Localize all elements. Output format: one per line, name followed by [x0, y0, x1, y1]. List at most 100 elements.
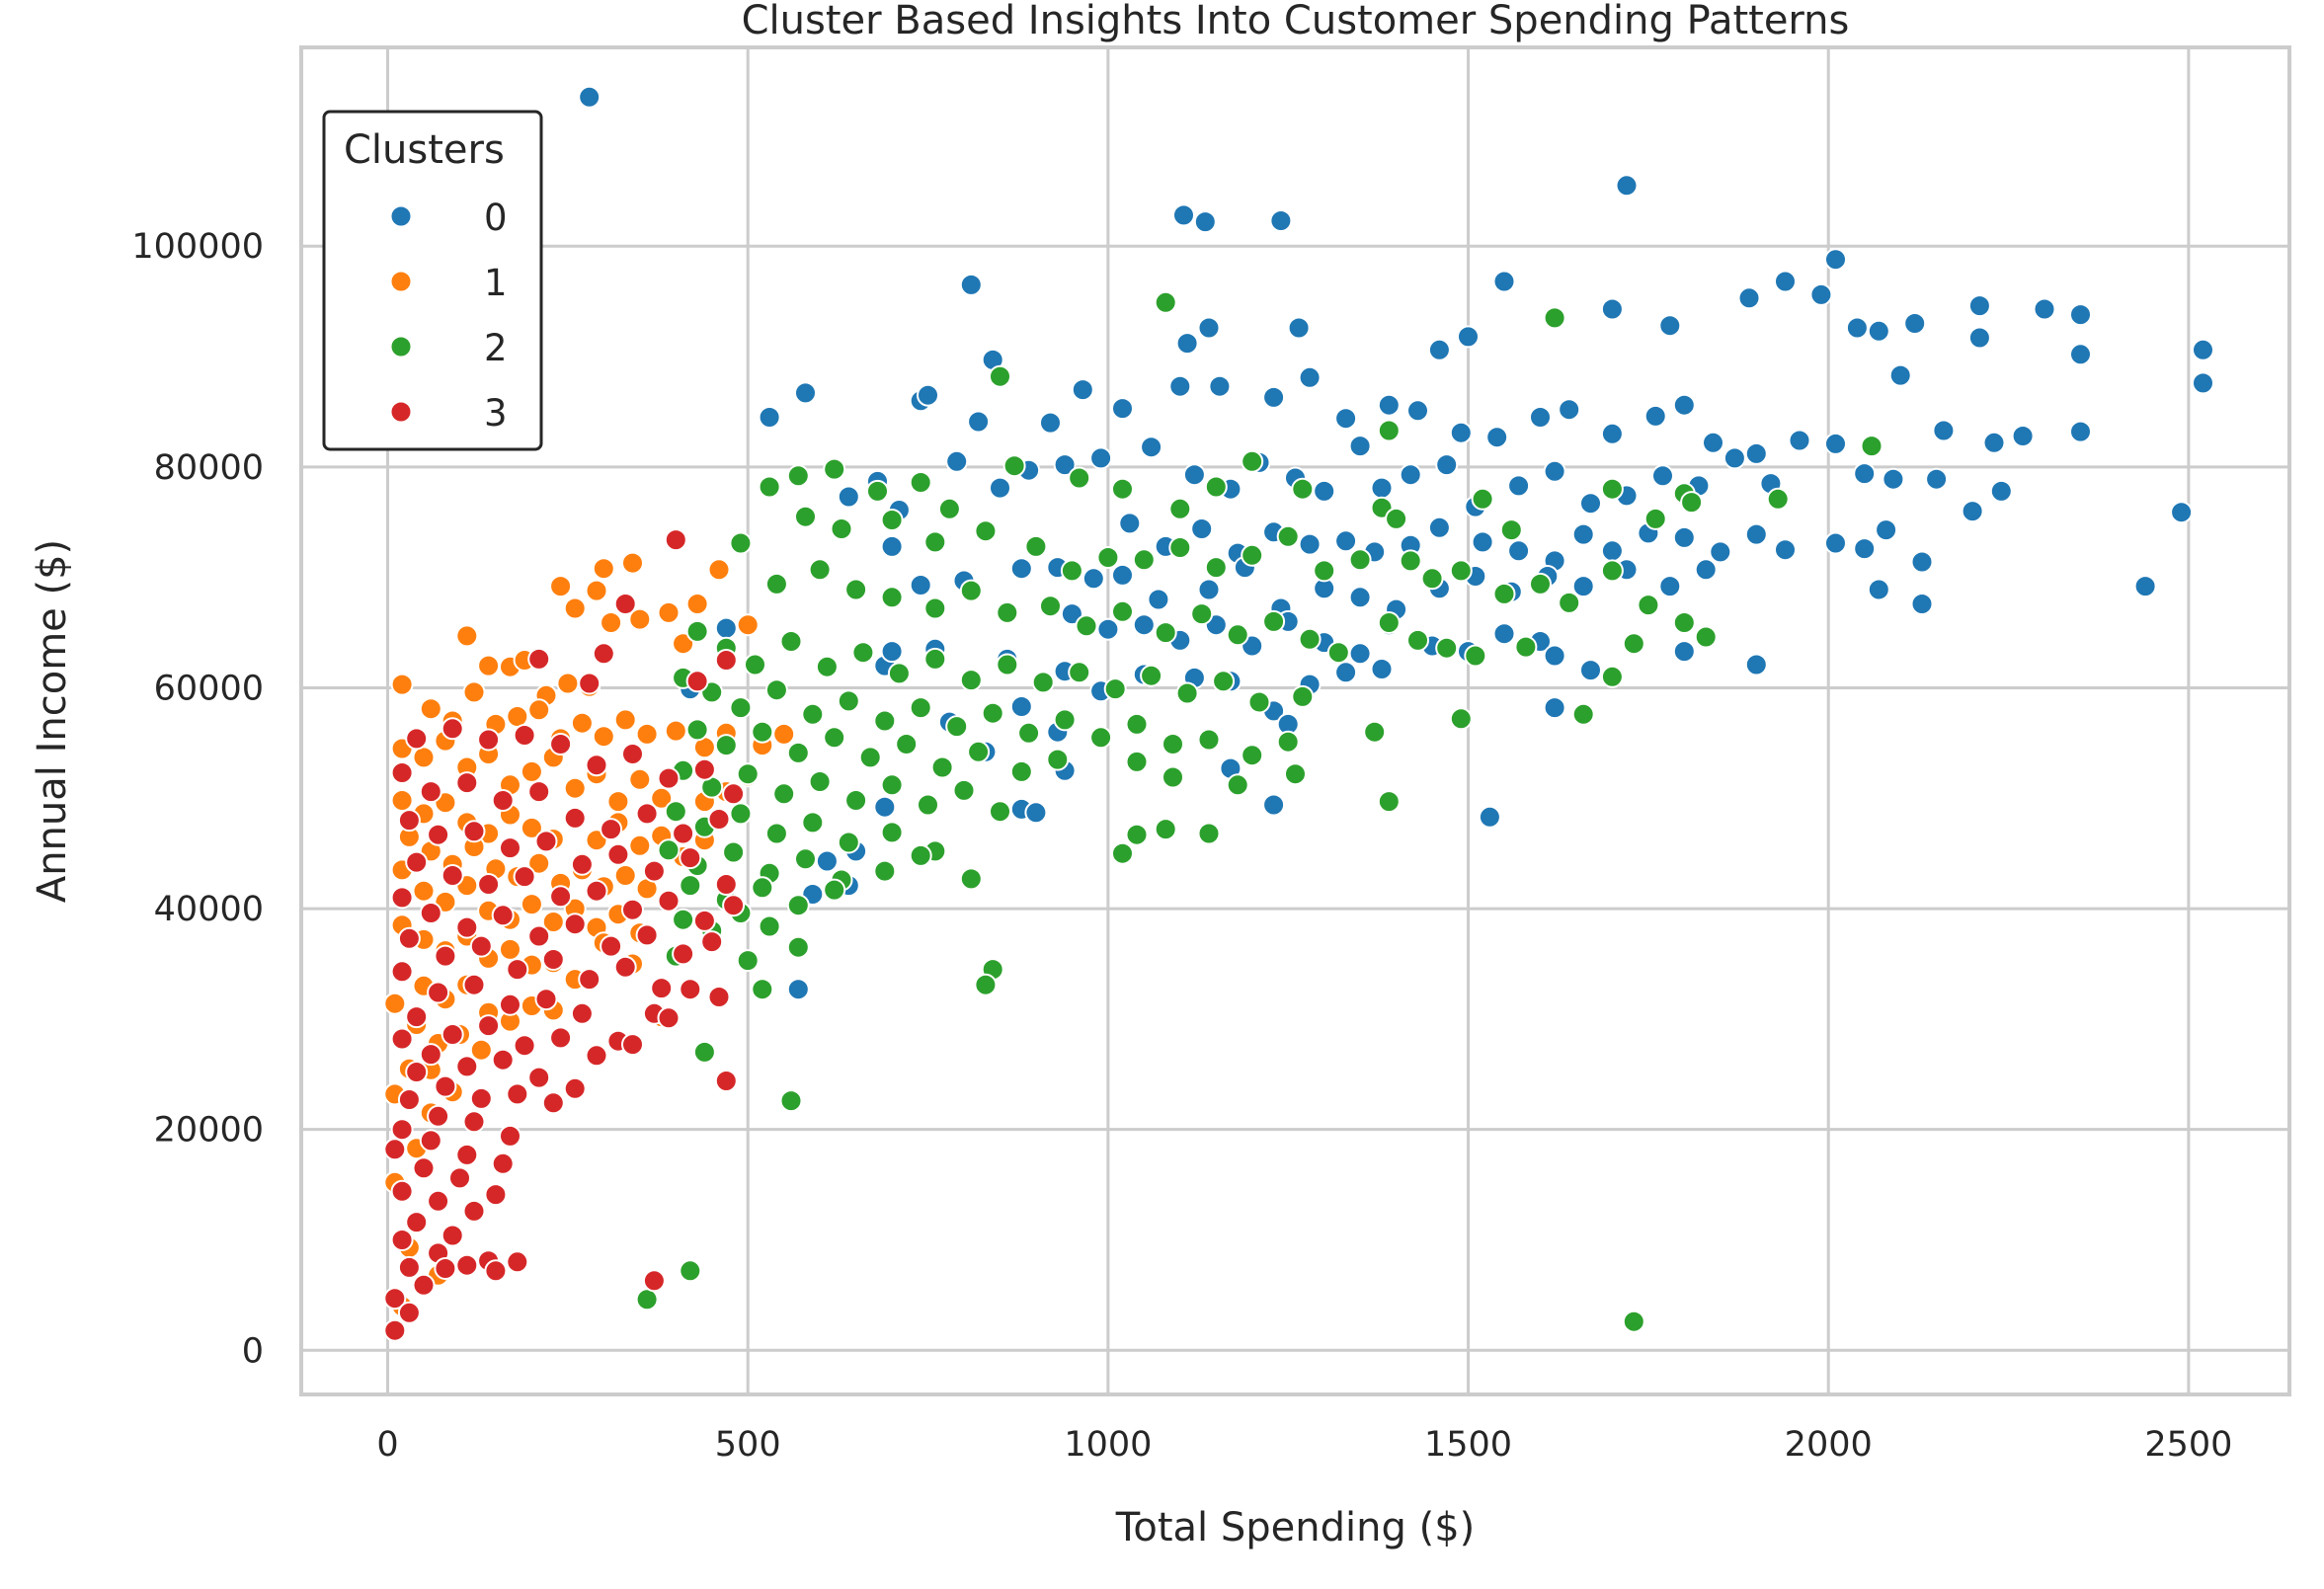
- data-point-cluster-3: [477, 873, 501, 896]
- data-point-cluster-3: [419, 1043, 442, 1067]
- data-point-cluster-0: [2192, 371, 2214, 395]
- data-point-cluster-2: [851, 641, 875, 665]
- data-point-cluster-3: [585, 879, 608, 903]
- data-point-cluster-0: [2069, 343, 2092, 366]
- data-point-cluster-1: [462, 680, 486, 704]
- data-point-cluster-2: [1096, 546, 1120, 569]
- data-point-cluster-2: [930, 755, 954, 779]
- data-point-cluster-1: [412, 746, 436, 769]
- data-point-cluster-2: [837, 831, 860, 854]
- data-point-cluster-0: [1845, 316, 1869, 340]
- data-point-cluster-2: [808, 558, 832, 582]
- data-point-cluster-2: [1622, 1310, 1645, 1333]
- data-point-cluster-3: [534, 988, 558, 1011]
- data-point-cluster-3: [600, 934, 623, 958]
- data-point-cluster-0: [1132, 613, 1156, 637]
- data-point-cluster-3: [585, 754, 608, 777]
- data-point-cluster-2: [1543, 306, 1566, 330]
- data-point-cluster-0: [1370, 658, 1394, 680]
- data-point-cluster-0: [1507, 474, 1531, 498]
- data-point-cluster-0: [1788, 429, 1811, 452]
- data-point-cluster-0: [1658, 314, 1682, 338]
- data-point-cluster-0: [1579, 492, 1602, 516]
- data-point-cluster-0: [1168, 374, 1192, 398]
- data-point-cluster-2: [996, 653, 1019, 676]
- data-point-cluster-0: [837, 485, 860, 509]
- data-point-cluster-0: [786, 978, 810, 1001]
- data-point-cluster-3: [390, 886, 414, 910]
- data-point-cluster-2: [1204, 556, 1228, 580]
- data-point-cluster-0: [815, 849, 839, 873]
- data-point-cluster-3: [679, 846, 702, 870]
- data-point-cluster-3: [412, 1273, 436, 1297]
- y-tick-label: 100000: [131, 227, 264, 267]
- data-point-cluster-0: [1543, 644, 1566, 668]
- data-point-cluster-2: [751, 978, 774, 1001]
- data-point-cluster-2: [1298, 627, 1322, 651]
- data-point-cluster-2: [1060, 559, 1083, 583]
- data-point-cluster-3: [722, 782, 746, 806]
- data-point-cluster-2: [1212, 670, 1236, 693]
- data-point-cluster-3: [657, 766, 681, 790]
- data-point-cluster-3: [541, 1091, 565, 1115]
- data-point-cluster-2: [823, 726, 846, 750]
- data-point-cluster-2: [909, 696, 932, 720]
- data-point-cluster-2: [1175, 681, 1199, 705]
- data-point-cluster-2: [635, 1288, 659, 1311]
- data-point-cluster-0: [1744, 441, 1768, 465]
- data-point-cluster-0: [1853, 462, 1877, 486]
- data-point-cluster-2: [1499, 518, 1523, 542]
- data-point-cluster-1: [520, 816, 543, 839]
- data-point-cluster-0: [1529, 406, 1552, 429]
- data-point-cluster-3: [441, 1023, 464, 1046]
- data-point-cluster-3: [570, 852, 594, 876]
- data-point-cluster-2: [664, 800, 687, 824]
- data-point-cluster-0: [1298, 532, 1322, 556]
- data-point-cluster-2: [1002, 454, 1026, 478]
- data-point-cluster-2: [758, 914, 781, 938]
- data-point-cluster-0: [1334, 529, 1358, 553]
- data-point-cluster-2: [1226, 773, 1249, 797]
- data-point-cluster-0: [1932, 419, 1956, 442]
- data-point-cluster-2: [1168, 497, 1192, 520]
- data-point-cluster-3: [441, 717, 464, 741]
- data-point-cluster-3: [405, 1211, 429, 1234]
- data-point-cluster-2: [823, 457, 846, 481]
- data-point-cluster-3: [419, 1129, 442, 1152]
- data-point-cluster-0: [1348, 642, 1372, 666]
- data-point-cluster-1: [570, 711, 594, 735]
- data-point-cluster-1: [672, 632, 695, 656]
- data-point-cluster-0: [1435, 453, 1459, 477]
- data-point-cluster-2: [1492, 582, 1516, 605]
- data-point-cluster-0: [1111, 563, 1134, 587]
- data-point-cluster-1: [650, 786, 674, 810]
- data-point-cluster-2: [1284, 762, 1307, 786]
- data-point-cluster-0: [1744, 653, 1768, 676]
- data-point-cluster-2: [736, 762, 760, 786]
- data-point-cluster-3: [390, 1229, 414, 1251]
- x-axis-title: Total Spending ($): [1115, 1505, 1476, 1550]
- data-point-cluster-1: [628, 834, 652, 857]
- data-point-cluster-3: [613, 955, 637, 979]
- data-point-cluster-0: [1867, 319, 1890, 343]
- data-point-cluster-3: [722, 894, 746, 917]
- data-point-cluster-3: [606, 842, 630, 866]
- data-point-cluster-0: [2069, 420, 2092, 443]
- data-point-cluster-2: [1197, 822, 1221, 845]
- x-tick-label: 1000: [1064, 1425, 1152, 1465]
- data-point-cluster-2: [996, 600, 1019, 624]
- data-point-cluster-2: [1420, 567, 1444, 591]
- data-point-cluster-0: [1967, 326, 1991, 350]
- data-point-cluster-0: [1082, 567, 1105, 591]
- data-point-cluster-3: [448, 1166, 471, 1190]
- data-point-cluster-3: [549, 733, 573, 755]
- data-point-cluster-3: [484, 1259, 508, 1283]
- data-point-cluster-3: [527, 924, 551, 948]
- data-point-cluster-3: [679, 978, 702, 1001]
- data-point-cluster-0: [1492, 270, 1516, 293]
- data-point-cluster-3: [506, 1250, 529, 1274]
- data-point-cluster-3: [390, 1118, 414, 1142]
- data-point-cluster-2: [1241, 449, 1264, 473]
